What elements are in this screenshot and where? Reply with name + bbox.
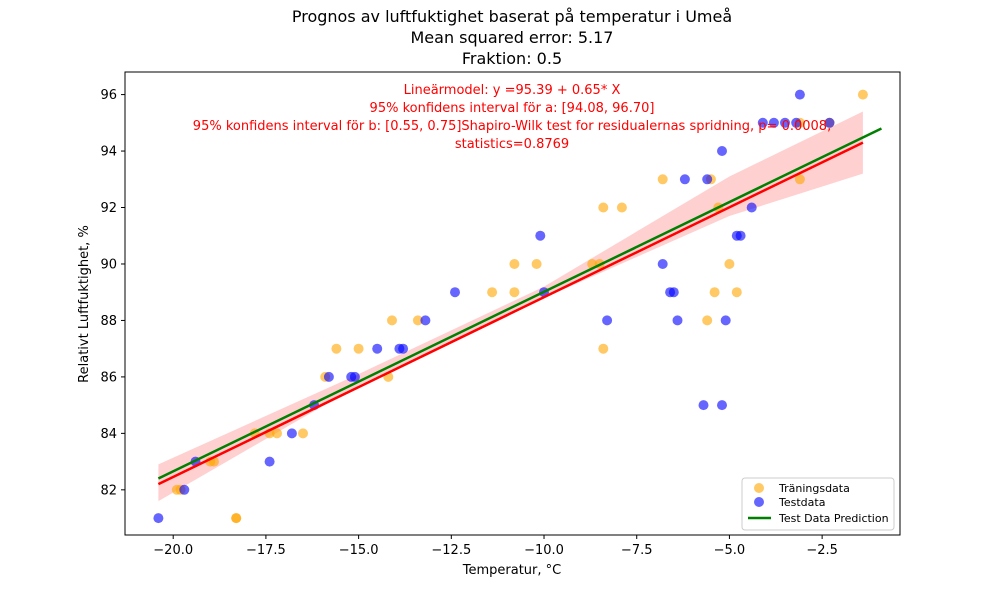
test-point [420,315,431,326]
training-point [724,259,735,269]
training-point [231,513,242,524]
training-point [794,174,805,185]
training-point [657,174,668,185]
legend: Träningsdata Testdata Test Data Predicti… [741,477,895,531]
test-points [153,89,835,524]
legend-label-prediction: Test Data Prediction [778,512,889,525]
x-axis: −20.0 −17.5 −15.0 −12.5 −10.0 −7.5 −5.0 −2.5 [153,535,838,558]
y-tick-label: 86 [100,370,117,385]
x-tick-label: −17.5 [246,543,286,558]
y-tick-label: 94 [100,145,117,160]
test-point [535,230,546,241]
x-tick-label: −5.0 [714,543,746,558]
test-point [657,259,668,269]
training-point [387,315,397,326]
title-line: Mean squared error: 5.17 [411,28,614,47]
x-tick-label: −10.0 [524,543,564,558]
test-point [768,117,779,128]
training-point [731,287,742,298]
test-point [780,117,790,128]
test-point [720,315,731,326]
test-point [698,400,709,411]
training-point [857,89,868,100]
x-tick-label: −20.0 [153,543,193,558]
test-point [286,428,297,439]
training-point [531,259,542,269]
test-point [679,174,690,185]
y-tick-label: 92 [100,201,117,216]
legend-marker-training [754,483,764,493]
test-point [398,343,409,354]
training-point [509,287,520,298]
test-point [372,343,383,354]
legend-label-test: Testdata [778,496,825,509]
test-point [757,117,768,128]
test-point [602,315,613,326]
annotation-line: 95% konfidens interval för a: [94.08, 96… [370,101,655,116]
training-point [353,343,364,354]
test-point [702,174,713,185]
y-axis-label: Relativt Luftfuktighet, % [77,225,92,383]
plot-area [124,71,901,536]
confidence-band [158,111,863,502]
chart-title: Prognos av luftfuktighet baserat på temp… [292,7,732,68]
training-point [598,343,609,354]
legend-marker-test [754,497,764,507]
y-tick-label: 82 [100,483,117,498]
training-point [298,428,308,439]
x-tick-label: −2.5 [806,543,838,558]
annotation-line: Lineärmodel: y =95.39 + 0.65* X [404,83,621,98]
legend-label-training: Träningsdata [778,482,850,495]
test-point [791,117,802,128]
title-line: Fraktion: 0.5 [462,49,562,68]
confidence-band-area [158,111,863,502]
test-point [179,484,190,495]
test-point [264,456,275,467]
fit-line [157,141,864,486]
test-point [824,117,835,128]
training-point [702,315,713,326]
test-point [153,513,164,524]
model-annotation: Lineärmodel: y =95.39 + 0.65* X 95% konfi… [193,83,831,152]
test-point [717,146,727,156]
legend-box [741,477,895,531]
training-point [598,202,609,213]
y-tick-label: 84 [100,427,117,442]
training-point [412,315,423,326]
prediction-line [157,127,883,480]
title-line: Prognos av luftfuktighet baserat på temp… [292,7,732,26]
regression-lines [157,127,883,486]
training-point [487,287,498,298]
y-tick-label: 88 [100,314,117,329]
x-tick-label: −7.5 [621,543,653,558]
test-point [323,371,334,382]
test-point [349,371,360,382]
x-tick-label: −15.0 [339,543,379,558]
test-point [746,202,757,213]
test-point [717,400,727,411]
test-point [735,230,746,241]
training-point [272,428,282,439]
training-point [331,343,342,354]
test-point [794,89,805,100]
training-point [709,287,720,298]
training-point [616,202,627,213]
plot-frame [124,71,901,536]
x-axis-label: Temperatur, °C [462,563,561,578]
test-point [672,315,683,326]
test-point [668,287,679,298]
test-point [450,287,460,298]
y-tick-label: 96 [100,88,117,103]
annotation-line: 95% konfidens interval för b: [0.55, 0.7… [193,119,831,134]
y-axis: 82 84 86 88 90 92 94 96 [100,88,125,498]
annotation-line: statistics=0.8769 [455,137,569,152]
training-point [509,259,520,269]
y-tick-label: 90 [100,257,117,272]
x-tick-label: −12.5 [431,543,471,558]
